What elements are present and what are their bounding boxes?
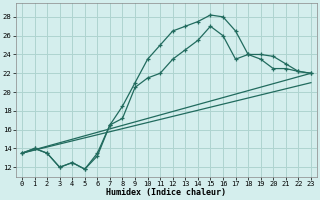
X-axis label: Humidex (Indice chaleur): Humidex (Indice chaleur) <box>107 188 227 197</box>
